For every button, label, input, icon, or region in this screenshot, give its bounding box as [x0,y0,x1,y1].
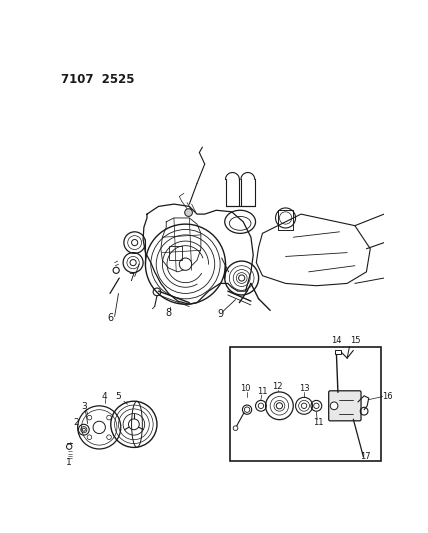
Circle shape [276,403,282,409]
Text: 5: 5 [115,392,121,401]
Circle shape [128,419,139,430]
Circle shape [93,421,105,433]
Text: 10: 10 [240,384,251,393]
Bar [230,346,381,461]
Text: 16: 16 [382,392,392,401]
Text: 12: 12 [272,382,282,391]
Circle shape [179,258,192,270]
Circle shape [301,403,307,408]
Circle shape [130,260,136,265]
Circle shape [87,435,92,440]
Circle shape [233,426,238,431]
Circle shape [131,239,138,246]
Text: 1: 1 [66,458,72,467]
Text: 13: 13 [299,384,309,393]
Text: 3: 3 [81,402,87,411]
Circle shape [242,405,252,414]
Circle shape [238,275,245,281]
Text: 15: 15 [350,336,360,345]
Text: 14: 14 [331,336,342,345]
Circle shape [66,444,72,449]
Circle shape [185,209,193,216]
Text: 7: 7 [128,273,135,283]
Text: 6: 6 [108,313,114,323]
Text: 11: 11 [257,387,268,397]
Circle shape [113,267,119,273]
Circle shape [107,435,111,440]
Text: 4: 4 [102,392,107,401]
Circle shape [107,415,111,420]
Circle shape [258,403,264,408]
Text: 11: 11 [313,418,323,427]
Text: 7107  2525: 7107 2525 [61,73,134,86]
Circle shape [314,403,319,408]
Circle shape [82,428,85,431]
Bar [335,350,341,354]
FancyBboxPatch shape [329,391,361,421]
Circle shape [87,415,92,420]
Text: 9: 9 [217,309,223,319]
Circle shape [330,402,338,410]
Text: 17: 17 [360,452,371,461]
Text: 2: 2 [73,417,79,426]
Bar [169,246,182,260]
Text: 8: 8 [166,308,172,318]
